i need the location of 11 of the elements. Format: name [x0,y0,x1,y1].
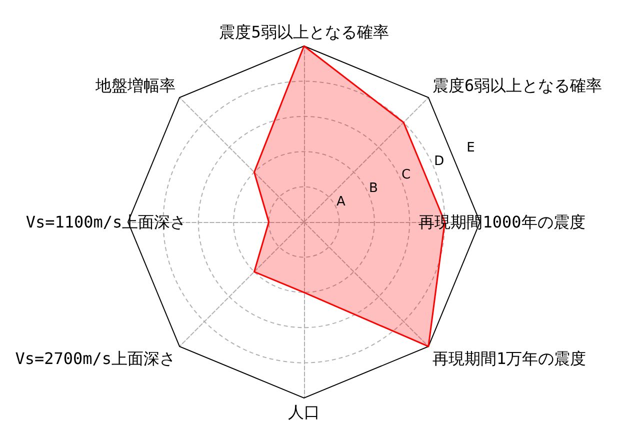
spoke-label: 人口 [288,402,320,422]
spoke-label: 再現期間1万年の震度 [432,348,586,368]
y-tick-label: B [369,181,378,196]
y-tick-label: A [336,194,346,210]
y-tick-label: D [434,154,444,170]
y-tick-label: C [402,168,411,183]
spoke-label: 震度6弱以上となる確率 [432,76,602,96]
spoke-label: 震度5弱以上となる確率 [219,22,389,42]
spoke-label: 地盤増幅率 [94,76,176,96]
y-tick-label: E [466,140,475,156]
spoke-label: Vs=2700m/s上面深さ [15,348,176,368]
